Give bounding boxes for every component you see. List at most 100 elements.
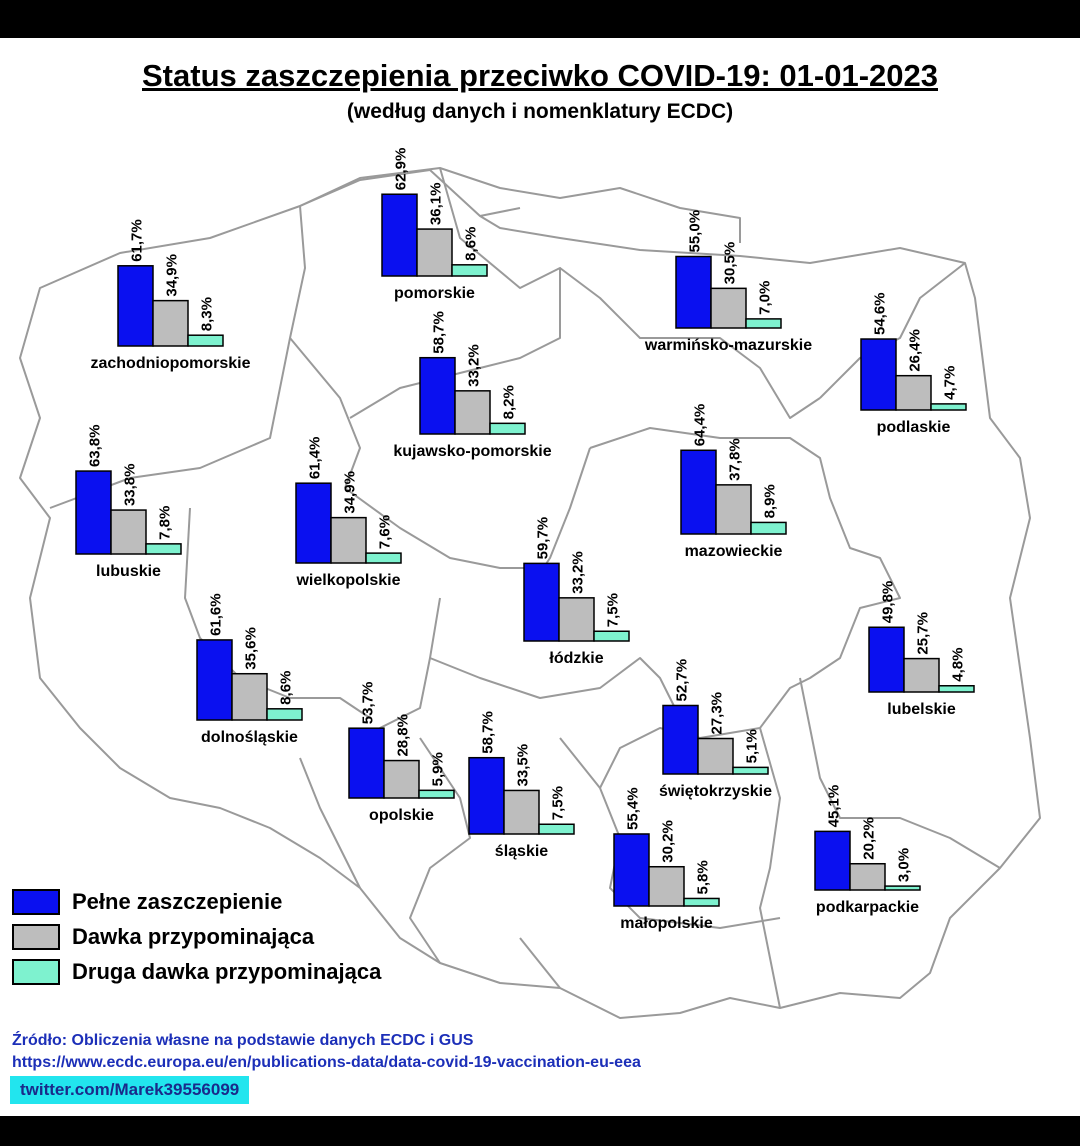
data-label-booster: 28,8%	[395, 714, 412, 757]
bar-second-booster	[145, 543, 182, 555]
bar-booster	[383, 759, 420, 799]
region-label: dolnośląskie	[201, 729, 298, 746]
data-label-booster: 35,6%	[243, 627, 260, 670]
bar-booster	[416, 228, 453, 277]
data-label-full: 58,7%	[480, 711, 497, 754]
bar-booster	[648, 865, 685, 907]
bar-groups: 62,9% 36,1% 8,6% pomorskie 61,7% 34,9% 8,3% zac…	[75, 148, 975, 932]
region-label: lubuskie	[96, 563, 161, 580]
bar-booster	[710, 287, 747, 329]
data-label-second-booster: 7,5%	[605, 593, 622, 627]
bar-booster	[152, 299, 189, 347]
data-label-full: 58,7%	[431, 311, 448, 354]
data-label-second-booster: 4,8%	[950, 648, 967, 682]
bar-full	[117, 265, 154, 347]
bar-full	[381, 193, 418, 277]
bar-group-zachodniopomorskie: 61,7% 34,9% 8,3% zachodniopomorskie	[90, 219, 250, 372]
legend-swatch-booster	[12, 923, 60, 950]
data-label-booster: 25,7%	[915, 612, 932, 655]
region-label: śląskie	[495, 843, 548, 860]
bar-second-booster	[930, 403, 967, 411]
bar-full	[868, 626, 905, 693]
data-label-second-booster: 4,7%	[942, 366, 959, 400]
data-label-booster: 27,3%	[709, 692, 726, 735]
data-label-booster: 34,9%	[164, 254, 181, 297]
legend-label-full: Pełne zaszczepienie	[72, 888, 283, 914]
bar-group-mazowieckie: 64,4% 37,8% 8,9% mazowieckie	[680, 404, 787, 560]
data-label-full: 49,8%	[880, 581, 897, 624]
region-label: mazowieckie	[685, 543, 783, 560]
poland-voivodeship-map: 62,9% 36,1% 8,6% pomorskie 61,7% 34,9% 8,3% zac…	[19, 148, 1041, 1019]
bar-group-podkarpackie: 45,1% 20,2% 3,0% podkarpackie	[814, 785, 921, 916]
legend-label-second-booster: Druga dawka przypominająca	[72, 958, 382, 984]
bar-second-booster	[593, 630, 630, 642]
region-label: podlaskie	[877, 419, 951, 436]
bar-second-booster	[732, 766, 769, 775]
bar-booster	[454, 390, 491, 435]
bar-group-wielkopolskie: 61,4% 34,9% 7,6% wielkopolskie	[295, 437, 402, 589]
data-label-booster: 33,5%	[515, 744, 532, 787]
data-label-full: 61,6%	[208, 593, 225, 636]
data-label-second-booster: 8,2%	[501, 385, 518, 419]
data-label-full: 64,4%	[692, 404, 709, 447]
bar-second-booster	[451, 264, 488, 277]
data-label-second-booster: 8,6%	[463, 227, 480, 261]
data-label-second-booster: 5,8%	[695, 860, 712, 894]
bar-second-booster	[683, 897, 720, 907]
data-label-booster: 36,1%	[428, 183, 445, 226]
bar-group-opolskie: 53,7% 28,8% 5,9% opolskie	[348, 682, 455, 824]
data-label-full: 54,6%	[872, 292, 889, 335]
data-label-full: 45,1%	[826, 785, 843, 828]
legend-item-second-booster: Druga dawka przypominająca	[12, 954, 381, 989]
bar-booster	[558, 597, 595, 642]
bar-full	[295, 482, 332, 564]
data-label-second-booster: 5,9%	[430, 752, 447, 786]
region-label: wielkopolskie	[295, 572, 400, 589]
bar-booster	[903, 657, 940, 693]
region-label: małopolskie	[620, 915, 713, 932]
legend-label-booster: Dawka przypominająca	[72, 923, 315, 949]
data-label-booster: 33,8%	[122, 464, 139, 507]
bar-full	[680, 449, 717, 535]
bar-full	[419, 356, 456, 435]
region-label: opolskie	[369, 807, 434, 824]
source-url[interactable]: https://www.ecdc.europa.eu/en/publicatio…	[12, 1054, 641, 1071]
bar-group-pomorskie: 62,9% 36,1% 8,6% pomorskie	[381, 148, 488, 302]
data-label-second-booster: 7,8%	[157, 506, 174, 540]
data-label-second-booster: 8,6%	[278, 671, 295, 705]
bar-group-śląskie: 58,7% 33,5% 7,5% śląskie	[468, 711, 575, 860]
bar-full	[523, 562, 560, 642]
region-label: warmińsko-mazurskie	[644, 337, 812, 354]
data-label-full: 61,7%	[129, 219, 146, 262]
bar-full	[860, 338, 897, 411]
bar-full	[675, 255, 712, 329]
bar-full	[468, 756, 505, 835]
bar-group-lubelskie: 49,8% 25,7% 4,8% lubelskie	[868, 581, 975, 718]
bar-second-booster	[745, 318, 782, 329]
bar-second-booster	[750, 521, 787, 535]
region-label: podkarpackie	[816, 899, 919, 916]
bar-full	[814, 830, 851, 891]
bar-booster	[231, 672, 268, 721]
region-label: lubelskie	[887, 701, 956, 718]
legend-swatch-second-booster	[12, 958, 60, 985]
twitter-handle-link[interactable]: twitter.com/Marek39556099	[10, 1076, 250, 1104]
bar-booster	[849, 862, 886, 891]
bar-booster	[503, 789, 540, 835]
region-label: pomorskie	[394, 285, 475, 302]
bar-full	[348, 727, 385, 799]
data-label-full: 53,7%	[360, 682, 377, 725]
region-label: świętokrzyskie	[659, 783, 772, 800]
bar-booster	[715, 484, 752, 535]
data-label-second-booster: 5,1%	[744, 729, 761, 763]
bar-group-łódzkie: 59,7% 33,2% 7,5% łódzkie	[523, 517, 630, 667]
bar-group-dolnośląskie: 61,6% 35,6% 8,6% dolnośląskie	[196, 593, 303, 746]
data-label-full: 55,4%	[625, 787, 642, 830]
bar-full	[613, 833, 650, 907]
data-label-booster: 30,2%	[660, 820, 677, 863]
region-label: kujawsko-pomorskie	[393, 443, 551, 460]
bar-booster	[895, 374, 932, 411]
data-label-second-booster: 8,9%	[762, 484, 779, 518]
data-label-booster: 26,4%	[907, 329, 924, 372]
bar-booster	[110, 509, 147, 555]
